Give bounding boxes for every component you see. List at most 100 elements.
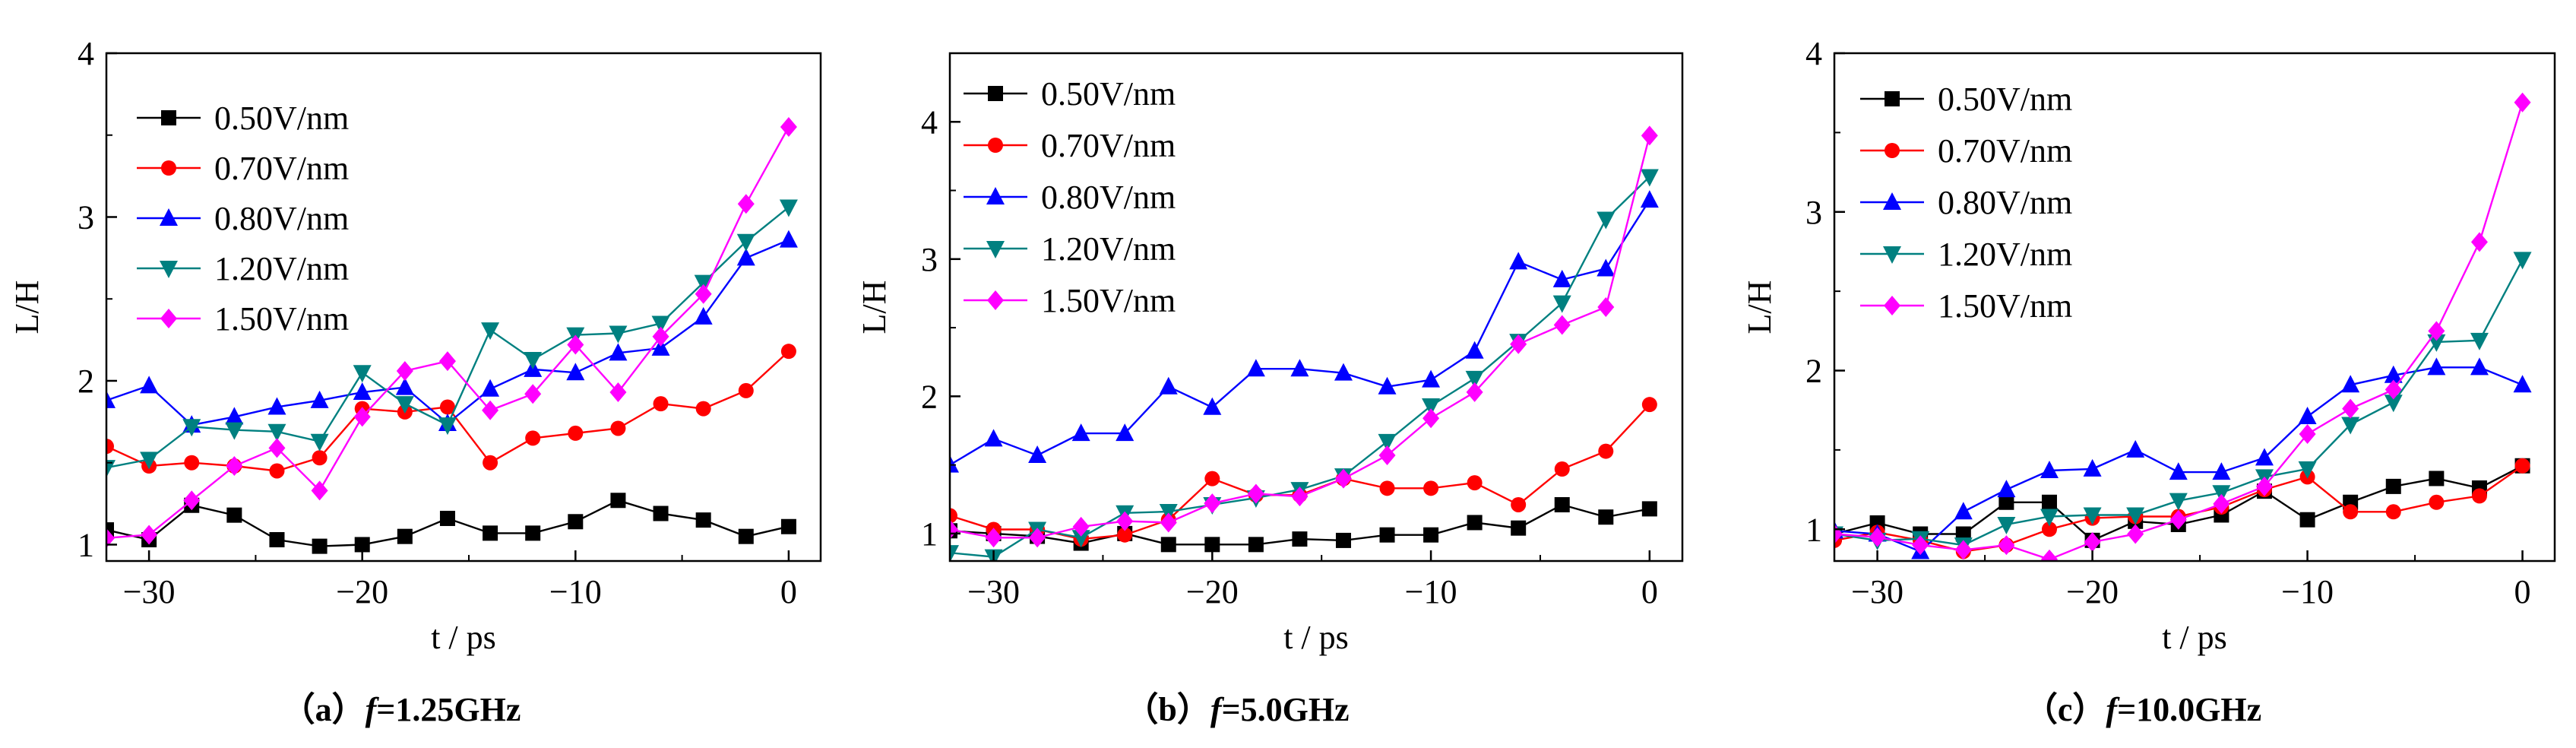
data-point bbox=[353, 365, 372, 383]
data-point bbox=[1334, 363, 1353, 381]
data-point bbox=[2427, 357, 2446, 376]
data-point bbox=[311, 480, 328, 501]
data-point bbox=[695, 284, 712, 304]
data-point bbox=[1467, 515, 1483, 531]
data-point bbox=[2126, 439, 2145, 458]
x-tick-label: −30 bbox=[967, 573, 1020, 610]
data-point bbox=[483, 455, 498, 471]
caption-suffix: =5.0GHz bbox=[1222, 691, 1350, 728]
legend-item: 1.50V/nm bbox=[137, 300, 349, 338]
data-point bbox=[2470, 332, 2489, 350]
data-point bbox=[1554, 461, 1570, 477]
data-point bbox=[1160, 537, 1176, 553]
data-point bbox=[184, 455, 200, 471]
data-point bbox=[2341, 375, 2360, 393]
data-point bbox=[1598, 509, 1614, 525]
data-point bbox=[1204, 537, 1220, 553]
data-point bbox=[481, 379, 500, 397]
data-point bbox=[736, 233, 755, 252]
data-point bbox=[225, 422, 244, 440]
data-point bbox=[1071, 530, 1090, 548]
data-point bbox=[1597, 258, 1616, 277]
caption-suffix: =1.25GHz bbox=[376, 691, 521, 728]
data-point bbox=[2040, 509, 2059, 527]
plot-frame bbox=[105, 52, 822, 563]
data-point bbox=[2212, 462, 2231, 480]
data-point bbox=[779, 230, 798, 248]
panel-caption: （b）f=5.0GHz bbox=[1125, 691, 1349, 728]
data-point bbox=[2213, 493, 2230, 514]
data-point bbox=[2212, 485, 2231, 503]
data-point bbox=[2040, 461, 2059, 479]
data-point bbox=[1998, 535, 2015, 556]
data-point bbox=[1290, 359, 1309, 377]
data-point bbox=[1466, 382, 1483, 402]
legend-item: 0.50V/nm bbox=[964, 75, 1176, 113]
data-point bbox=[1552, 295, 1571, 313]
y-tick-label: 3 bbox=[1805, 194, 1822, 231]
data-point bbox=[567, 334, 584, 355]
data-point bbox=[2041, 521, 2057, 537]
data-point bbox=[1641, 125, 1658, 146]
data-point bbox=[1160, 512, 1177, 533]
y-tick-label: 4 bbox=[78, 35, 94, 72]
data-point bbox=[2169, 462, 2188, 480]
data-point bbox=[2429, 494, 2445, 510]
data-point bbox=[1291, 487, 1309, 507]
data-point bbox=[106, 390, 116, 408]
legend-marker bbox=[986, 241, 1005, 258]
data-point bbox=[610, 420, 626, 436]
data-point bbox=[1465, 341, 1484, 359]
y-tick-label: 1 bbox=[1805, 511, 1822, 548]
data-point bbox=[1292, 531, 1308, 547]
series-line-5 bbox=[106, 126, 790, 539]
data-point bbox=[1511, 496, 1527, 512]
data-point bbox=[568, 425, 584, 441]
data-point bbox=[1552, 269, 1571, 287]
y-tick-label: 4 bbox=[1805, 35, 1822, 72]
data-point bbox=[395, 377, 414, 395]
data-point bbox=[140, 376, 159, 394]
data-point bbox=[1553, 315, 1571, 335]
y-tick-label: 1 bbox=[921, 515, 938, 553]
legend: 0.50V/nm 0.70V/nm 0.80V/nm 1.20V/nm 1.50V/nm bbox=[1860, 81, 2072, 325]
data-point bbox=[438, 351, 456, 372]
data-point bbox=[1954, 540, 1972, 560]
data-point bbox=[1422, 398, 1441, 416]
data-point bbox=[439, 510, 455, 526]
data-point bbox=[1422, 369, 1441, 388]
data-point bbox=[525, 430, 541, 446]
legend-label: 0.50V/nm bbox=[1938, 81, 2072, 118]
data-point bbox=[950, 508, 957, 524]
data-point bbox=[2083, 458, 2102, 477]
data-point bbox=[1997, 480, 2016, 498]
x-tick-label: −20 bbox=[336, 573, 388, 610]
x-tick-label: −10 bbox=[1405, 573, 1457, 610]
y-axis-label: L/H bbox=[1741, 280, 1778, 334]
legend-item: 0.80V/nm bbox=[964, 179, 1176, 216]
data-point bbox=[106, 460, 116, 478]
panel-caption: （c）f=10.0GHz bbox=[2024, 691, 2261, 728]
caption-prefix: （b） bbox=[1125, 691, 1210, 728]
legend-item: 0.80V/nm bbox=[1860, 184, 2072, 221]
data-point bbox=[268, 438, 286, 458]
data-point bbox=[397, 528, 413, 544]
data-point bbox=[183, 490, 201, 511]
data-point bbox=[1246, 359, 1265, 377]
legend-item: 1.20V/nm bbox=[137, 250, 349, 287]
legend-marker bbox=[1885, 91, 1900, 106]
caption-suffix: =10.0GHz bbox=[2117, 691, 2261, 728]
data-point bbox=[738, 528, 754, 544]
data-point bbox=[652, 326, 669, 347]
data-point bbox=[312, 538, 328, 554]
data-point bbox=[694, 274, 713, 293]
data-point bbox=[1511, 520, 1527, 536]
data-point bbox=[1248, 537, 1264, 553]
data-point bbox=[1641, 501, 1657, 517]
data-point bbox=[736, 248, 755, 266]
x-tick-label: 0 bbox=[780, 573, 797, 610]
data-point bbox=[524, 351, 543, 369]
legend-marker bbox=[160, 208, 178, 226]
data-point bbox=[1117, 527, 1133, 543]
caption-prefix: （c） bbox=[2024, 691, 2106, 728]
